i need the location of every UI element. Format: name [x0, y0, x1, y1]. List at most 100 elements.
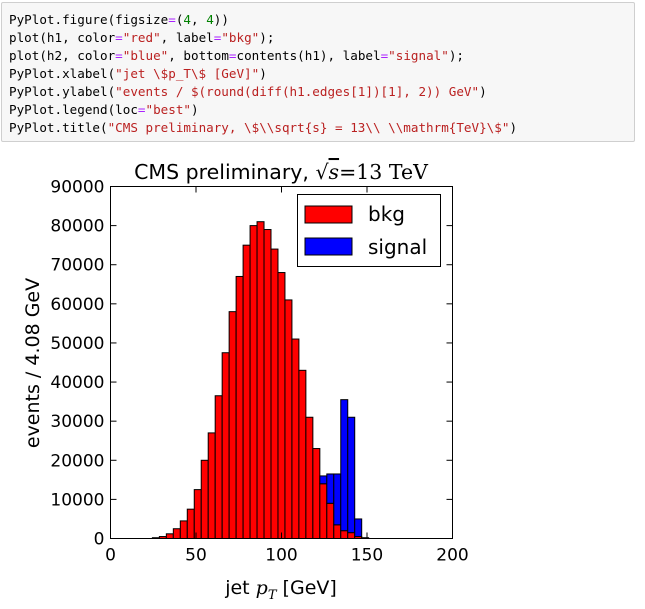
x-tick-label: 100: [265, 546, 297, 566]
code-token: contents(h1), label: [236, 48, 381, 63]
title-sqrt: √: [315, 160, 329, 184]
code-token: ): [191, 102, 199, 117]
chart-title: CMS preliminary, √s=13 TeV: [134, 160, 429, 184]
y-tick-label: 70000: [50, 256, 104, 276]
code-token: ): [259, 66, 267, 81]
bar-bkg: [284, 299, 293, 539]
bars-layer: [151, 221, 370, 540]
code-token: );: [259, 30, 275, 45]
code-token: "bkg": [221, 30, 260, 45]
y-tick-label: 40000: [50, 373, 104, 393]
code-token: PyPlot.title(: [9, 120, 108, 135]
bar-bkg: [235, 275, 244, 539]
bar-bkg: [193, 489, 202, 540]
code-token: =: [228, 48, 237, 63]
x-tick-label: 200: [436, 546, 468, 566]
bar-bkg: [298, 369, 307, 539]
bar-bkg: [172, 528, 181, 540]
bar-bkg: [165, 533, 174, 540]
y-tick-label: 50000: [50, 334, 104, 354]
code-token: plot(h2, color: [9, 48, 116, 63]
legend-label-bkg: bkg: [368, 202, 405, 226]
y-tick-label: 0: [94, 530, 105, 550]
y-tick-label: 20000: [50, 451, 104, 471]
code-cell[interactable]: PyPlot.figure(figsize=(4, 4)) plot(h1, co…: [1, 2, 635, 142]
code-token: =: [168, 12, 176, 27]
y-tick-label: 80000: [50, 217, 104, 237]
histogram-chart: 0 50 100 150 200 0 10000 20000 30000 40000 50000 60…: [22, 160, 469, 603]
bar-signal: [347, 416, 356, 534]
code-token: 4: [206, 12, 214, 27]
bar-bkg: [207, 432, 216, 539]
bar-bkg: [186, 508, 195, 539]
bar-bkg: [179, 520, 188, 539]
xlabel-var: p: [256, 577, 268, 599]
code-token: , label: [160, 30, 214, 45]
x-tick-label: 150: [351, 546, 383, 566]
code-token: )): [213, 12, 229, 27]
code-token: ,: [191, 12, 207, 27]
bar-bkg: [291, 338, 300, 539]
code-token: =: [380, 48, 389, 63]
y-tick-label: 60000: [50, 295, 104, 315]
bar-signal: [326, 473, 335, 504]
legend-label-signal: signal: [368, 235, 427, 259]
code-token: "red": [122, 30, 161, 45]
code-token: );: [448, 48, 465, 63]
bar-bkg: [326, 502, 335, 539]
code-token: 4: [183, 12, 192, 27]
bar-bkg: [256, 221, 265, 539]
bar-bkg: [214, 395, 223, 539]
code-line: PyPlot.ylabel("events / $(round(diff(h1.…: [9, 83, 634, 101]
code-token: =: [137, 102, 146, 117]
title-prefix: CMS preliminary,: [134, 160, 315, 184]
code-token: "signal": [388, 48, 449, 63]
title-unit: TeV: [389, 160, 429, 184]
xlabel-suffix: [GeV]: [277, 577, 337, 599]
title-eq: =13: [339, 160, 382, 184]
bar-bkg: [249, 225, 258, 539]
code-token: =: [115, 30, 123, 45]
bar-signal: [319, 475, 328, 485]
x-tick-label: 0: [105, 546, 116, 566]
bar-signal: [340, 399, 349, 532]
code-token: PyPlot.xlabel(: [9, 66, 116, 81]
code-token: ): [509, 120, 518, 135]
xlabel-sub: T: [268, 588, 278, 603]
y-tick-label: 10000: [50, 490, 104, 510]
bar-bkg: [305, 416, 314, 539]
code-token: PyPlot.ylabel(: [9, 84, 116, 99]
legend: bkg signal: [297, 194, 441, 267]
bar-bkg: [228, 311, 237, 539]
code-line: PyPlot.title("CMS preliminary, \$\\sqrt{…: [9, 119, 634, 137]
code-token: "best": [145, 102, 192, 117]
code-token: =: [213, 30, 222, 45]
code-line: PyPlot.figure(figsize=(4, 4)): [9, 11, 634, 29]
y-tick-label: 30000: [50, 412, 104, 432]
bar-bkg: [277, 272, 286, 540]
ticks-layer: 0 50 100 150 200 0 10000 20000 30000 40000 50000 60…: [50, 178, 468, 566]
bar-bkg: [200, 459, 209, 539]
legend-swatch-bkg: [304, 205, 353, 224]
code-token: plot(h1, color: [9, 30, 116, 45]
bar-bkg: [333, 524, 342, 539]
code-token: (: [175, 12, 184, 27]
title-s: s: [329, 160, 340, 184]
xlabel-prefix: jet: [224, 577, 255, 599]
bar-bkg: [221, 352, 230, 539]
code-token: , bottom: [168, 48, 229, 63]
legend-swatch-signal: [304, 237, 353, 256]
bar-bkg: [270, 248, 279, 539]
bar-bkg: [242, 244, 251, 540]
y-axis-label: events / 4.08 GeV: [22, 278, 44, 448]
bar-bkg: [347, 532, 356, 539]
bar-bkg: [263, 229, 272, 540]
bar-signal: [354, 518, 363, 538]
code-token: ): [479, 84, 487, 99]
code-line: PyPlot.xlabel("jet \$p_T\$ [GeV]"): [9, 65, 634, 83]
code-token: PyPlot.figure(figsize: [9, 12, 169, 27]
y-tick-label: 90000: [50, 178, 104, 198]
code-token: "jet \$p_T\$ [GeV]": [115, 66, 260, 81]
code-line: plot(h2, color="blue", bottom=contents(h…: [9, 47, 634, 65]
bar-bkg: [312, 448, 321, 539]
